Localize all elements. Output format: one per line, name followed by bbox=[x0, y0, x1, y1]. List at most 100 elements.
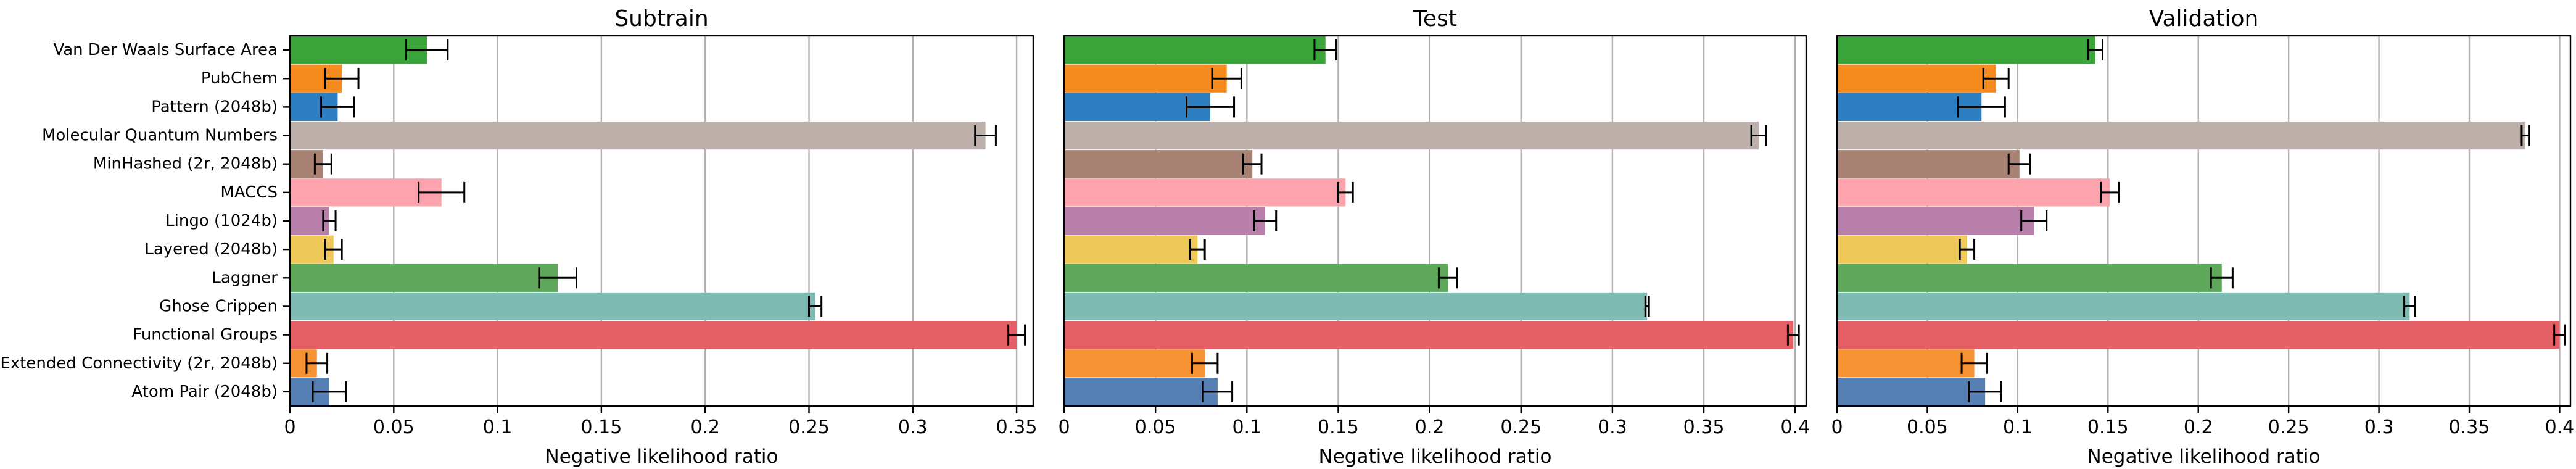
bar bbox=[1837, 178, 2110, 207]
x-tick-label: 0 bbox=[1831, 417, 1843, 438]
bar bbox=[1064, 36, 1326, 64]
error-bar bbox=[2520, 125, 2530, 146]
x-tick-label: 0.15 bbox=[580, 417, 622, 438]
error-bar bbox=[322, 210, 337, 231]
error-bar bbox=[1959, 239, 1976, 260]
y-tick-label: Lingo (1024b) bbox=[165, 212, 278, 230]
bar bbox=[1837, 121, 2525, 150]
bar bbox=[1064, 321, 1794, 349]
error-bar bbox=[2553, 324, 2566, 346]
x-tick-label: 0.35 bbox=[2449, 417, 2490, 438]
error-bar bbox=[2087, 39, 2103, 61]
bar bbox=[1837, 292, 2410, 321]
error-bar bbox=[2100, 181, 2120, 203]
error-bar bbox=[974, 125, 997, 146]
bar bbox=[290, 321, 1017, 349]
x-tick-label: 0.2 bbox=[690, 417, 720, 438]
error-bar bbox=[1202, 381, 1234, 402]
bar bbox=[1064, 349, 1205, 378]
error-bar bbox=[807, 296, 823, 317]
error-bar bbox=[1186, 96, 1236, 118]
x-tick-label: 0.4 bbox=[1780, 417, 1810, 438]
y-tick-label: Laggner bbox=[212, 268, 278, 287]
y-tick-label: Extended Connectivity (2r, 2048b) bbox=[0, 354, 278, 373]
x-tick-label: 0.1 bbox=[1232, 417, 1261, 438]
bar bbox=[290, 264, 558, 292]
y-tick-label: Pattern (2048b) bbox=[151, 98, 278, 116]
x-tick-label: 0.3 bbox=[1598, 417, 1627, 438]
panel-title: Test bbox=[1413, 6, 1457, 31]
error-bar bbox=[1313, 39, 1337, 61]
panel-title: Validation bbox=[2149, 6, 2259, 31]
x-axis-label: Negative likelihood ratio bbox=[1319, 446, 1552, 468]
x-tick-label: 0.15 bbox=[2087, 417, 2129, 438]
error-bar bbox=[405, 39, 449, 61]
y-tick-label: Van Der Waals Surface Area bbox=[53, 41, 278, 59]
bar bbox=[1837, 378, 1986, 406]
y-tick-label: MinHashed (2r, 2048b) bbox=[93, 155, 278, 173]
panel-title: Subtrain bbox=[614, 6, 708, 31]
error-bar bbox=[538, 267, 577, 289]
error-bar bbox=[2020, 210, 2048, 231]
error-bar bbox=[2007, 153, 2031, 175]
x-tick-label: 0.05 bbox=[373, 417, 415, 438]
error-bar bbox=[312, 381, 347, 402]
error-bar bbox=[1007, 324, 1026, 346]
error-bar bbox=[2210, 267, 2234, 289]
error-bar bbox=[418, 181, 466, 203]
bar bbox=[1064, 121, 1759, 150]
x-tick-label: 0.05 bbox=[1135, 417, 1176, 438]
x-tick-label: 0.1 bbox=[483, 417, 513, 438]
x-tick-label: 0.35 bbox=[1683, 417, 1725, 438]
y-tick-label: Atom Pair (2048b) bbox=[131, 383, 278, 401]
panel-test: 0 0.05 0.1 0.15 0.2 0.25 0.3 0.35 0.4 Negative li… bbox=[1058, 6, 1810, 468]
error-bar bbox=[1957, 96, 2006, 118]
bar bbox=[1837, 349, 1975, 378]
x-tick-label: 0.15 bbox=[1318, 417, 1359, 438]
x-tick-label: 0.25 bbox=[1500, 417, 1542, 438]
bar bbox=[1064, 178, 1346, 207]
x-tick-label: 0.4 bbox=[2545, 417, 2575, 438]
panel-validation: 0 0.05 0.1 0.15 0.2 0.25 0.3 0.35 0.4 Negative li… bbox=[1831, 6, 2574, 468]
x-tick-label: 0 bbox=[1058, 417, 1070, 438]
error-bar bbox=[1211, 68, 1242, 89]
bar bbox=[1064, 207, 1265, 235]
y-tick-label: Ghose Crippen bbox=[159, 297, 278, 315]
x-tick-label: 0.25 bbox=[788, 417, 830, 438]
error-bar bbox=[324, 239, 343, 260]
error-bar bbox=[324, 68, 360, 89]
x-tick-label: 0.2 bbox=[2184, 417, 2213, 438]
error-bar bbox=[1242, 153, 1263, 175]
x-tick-label: 0.3 bbox=[2364, 417, 2394, 438]
x-tick-label: 0.05 bbox=[1907, 417, 1948, 438]
error-bar bbox=[1189, 239, 1206, 260]
bar bbox=[1837, 64, 1996, 93]
x-tick-label: 0.2 bbox=[1415, 417, 1445, 438]
error-bar bbox=[1253, 210, 1278, 231]
bar bbox=[290, 178, 442, 207]
x-tick-label: 0.3 bbox=[898, 417, 928, 438]
bar bbox=[1064, 235, 1198, 264]
error-bar bbox=[313, 153, 332, 175]
bar bbox=[1837, 264, 2222, 292]
error-bar bbox=[1191, 352, 1219, 374]
error-bar bbox=[305, 352, 329, 374]
error-bar bbox=[1786, 324, 1800, 346]
bar bbox=[1064, 264, 1448, 292]
error-bar bbox=[1982, 68, 2010, 89]
y-tick-label: MACCS bbox=[220, 183, 278, 202]
error-bar bbox=[2403, 296, 2416, 317]
x-tick-label: 0 bbox=[284, 417, 295, 438]
bar bbox=[1837, 36, 2095, 64]
x-axis-label: Negative likelihood ratio bbox=[545, 446, 778, 468]
error-bar bbox=[1644, 296, 1650, 317]
error-bar bbox=[1337, 181, 1354, 203]
axes-frame bbox=[1063, 35, 1807, 407]
bar bbox=[290, 121, 986, 150]
error-bar bbox=[1968, 381, 2002, 402]
bar bbox=[290, 292, 815, 321]
bar bbox=[1064, 150, 1253, 178]
y-tick-label: Functional Groups bbox=[133, 326, 278, 344]
bar bbox=[1064, 292, 1648, 321]
